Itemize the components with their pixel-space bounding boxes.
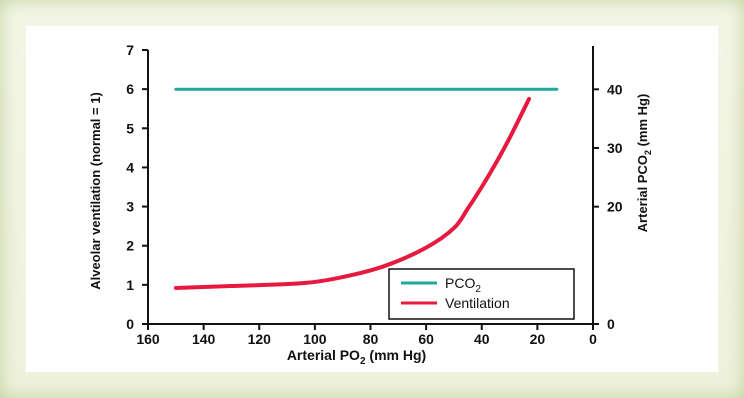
legend-label: Ventilation: [445, 295, 510, 311]
legend-box: [388, 268, 575, 320]
x-tick-label: 20: [530, 331, 546, 347]
chart-panel: 0 1 2 3 4 5 6 7 160 140 120 100 80 60 40 20 0 0 20 30 40 Arte…: [26, 26, 718, 372]
x-axis-title: Arterial PO2 (mm Hg): [287, 347, 426, 367]
y-left-tick-label: 5: [126, 120, 134, 136]
y-left-tick-label: 2: [126, 238, 134, 254]
y-left-tick-label: 7: [126, 42, 134, 58]
y-right-tick-label: 40: [607, 81, 623, 97]
y-left-tick-label: 1: [126, 277, 134, 293]
y-right-axis-title: Arterial PCO2 (mm Hg): [635, 94, 653, 233]
x-tick-label: 100: [303, 331, 327, 347]
legend-label: PCO2: [445, 275, 481, 295]
y-left-tick-label: 6: [126, 81, 134, 97]
x-tick-label: 0: [589, 331, 597, 347]
series-line-ventilation: [173, 96, 532, 290]
x-tick-label: 140: [192, 331, 216, 347]
y-right-tick-label: 0: [607, 316, 615, 332]
y-left-axis-title: Alveolar ventilation (normal = 1): [88, 92, 103, 290]
y-left-tick-label: 4: [126, 159, 134, 175]
y-right-tick-label: 20: [607, 199, 623, 215]
x-tick-label: 120: [248, 331, 272, 347]
x-tick-label: 160: [136, 331, 160, 347]
x-tick-label: 40: [474, 331, 490, 347]
y-left-tick-label: 0: [126, 316, 134, 332]
x-tick-label: 60: [418, 331, 434, 347]
x-tick-label: 80: [363, 331, 379, 347]
series-layer: [173, 87, 559, 290]
y-left-tick-label: 3: [126, 199, 134, 215]
y-right-tick-label: 30: [607, 140, 623, 156]
